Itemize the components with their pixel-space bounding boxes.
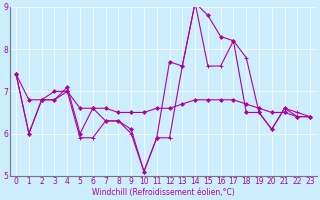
X-axis label: Windchill (Refroidissement éolien,°C): Windchill (Refroidissement éolien,°C)	[92, 188, 235, 197]
